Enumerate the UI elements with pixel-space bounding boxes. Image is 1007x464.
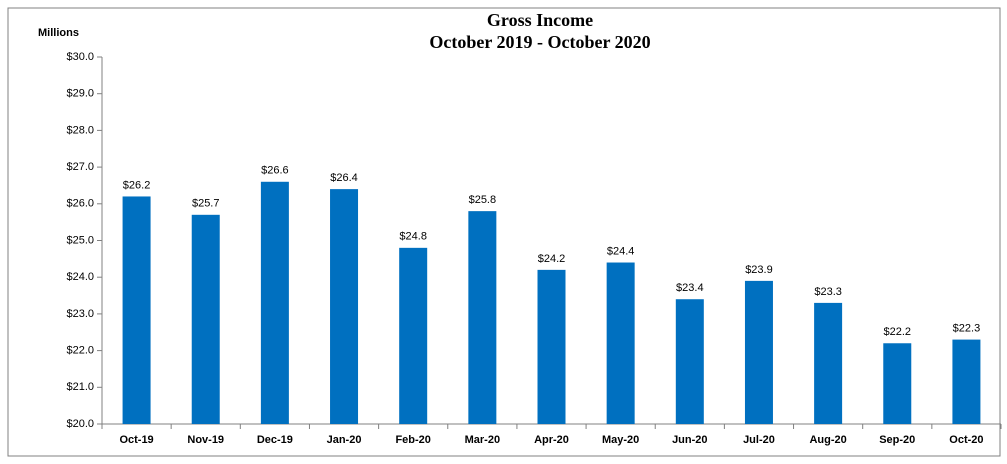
bar xyxy=(744,280,773,424)
y-tick-label: $30.0 xyxy=(66,51,94,63)
x-tick-label: Apr-20 xyxy=(534,434,569,446)
x-tick-label: Jul-20 xyxy=(743,434,775,446)
y-tick-label: $26.0 xyxy=(66,198,94,210)
value-label: $25.7 xyxy=(192,198,220,210)
chart-frame xyxy=(7,7,1001,457)
bar xyxy=(606,262,635,424)
y-tick-label: $24.0 xyxy=(66,271,94,283)
chart-subtitle: October 2019 - October 2020 xyxy=(429,32,650,52)
value-label: $26.2 xyxy=(123,179,151,191)
value-label: $25.8 xyxy=(469,194,497,206)
value-label: $24.8 xyxy=(399,231,427,243)
y-tick-label: $21.0 xyxy=(66,381,94,393)
value-label: $26.4 xyxy=(330,172,358,184)
chart-title: Gross Income xyxy=(487,10,593,30)
x-tick-label: Feb-20 xyxy=(395,434,430,446)
bar xyxy=(675,299,704,424)
bar xyxy=(883,343,912,424)
x-tick-label: Mar-20 xyxy=(465,434,500,446)
value-label: $23.9 xyxy=(745,264,773,276)
value-label: $24.4 xyxy=(607,245,635,257)
bar xyxy=(537,269,566,424)
bar xyxy=(191,214,220,424)
y-tick-label: $28.0 xyxy=(66,124,94,136)
x-tick-label: Jan-20 xyxy=(327,434,362,446)
x-tick-label: Oct-19 xyxy=(119,434,153,446)
bar xyxy=(399,247,428,424)
x-tick-label: Nov-19 xyxy=(187,434,224,446)
bar xyxy=(952,339,981,424)
y-tick-label: $29.0 xyxy=(66,88,94,100)
y-tick-label: $25.0 xyxy=(66,234,94,246)
value-label: $22.3 xyxy=(953,322,981,334)
x-tick-label: Dec-19 xyxy=(257,434,293,446)
y-tick-label: $20.0 xyxy=(66,418,94,430)
bar xyxy=(468,211,497,424)
x-tick-label: Sep-20 xyxy=(879,434,915,446)
value-label: $23.3 xyxy=(814,286,842,298)
y-axis-label: Millions xyxy=(38,27,79,39)
bar xyxy=(122,196,151,424)
x-tick-label: Jun-20 xyxy=(672,434,707,446)
y-tick-label: $22.0 xyxy=(66,345,94,357)
x-tick-label: May-20 xyxy=(602,434,639,446)
value-label: $24.2 xyxy=(538,253,566,265)
value-label: $26.6 xyxy=(261,165,289,177)
y-tick-label: $23.0 xyxy=(66,308,94,320)
x-tick-label: Aug-20 xyxy=(809,434,846,446)
value-label: $22.2 xyxy=(884,326,912,338)
x-tick-label: Oct-20 xyxy=(949,434,983,446)
bar xyxy=(330,189,359,424)
bar xyxy=(814,302,843,424)
value-label: $23.4 xyxy=(676,282,704,294)
y-tick-label: $27.0 xyxy=(66,161,94,173)
bar xyxy=(260,181,289,424)
